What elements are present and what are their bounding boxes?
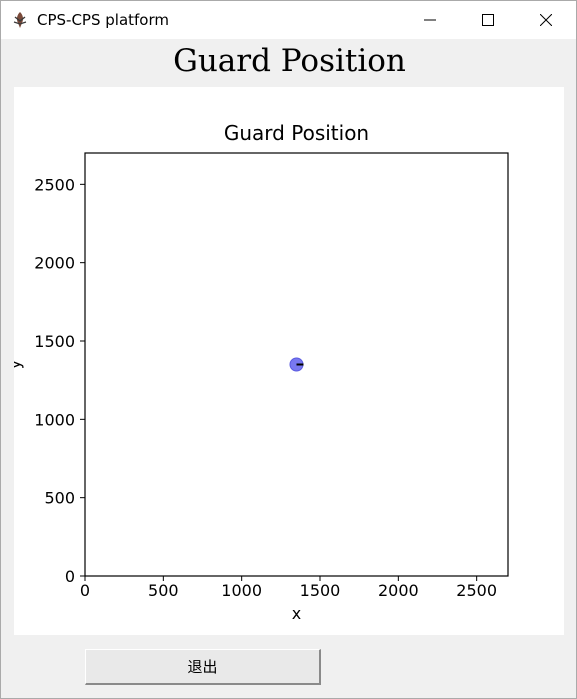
close-icon bbox=[540, 14, 552, 26]
y-tick-label: 2500 bbox=[34, 175, 75, 194]
y-tick-label: 1500 bbox=[34, 332, 75, 351]
y-tick-label: 500 bbox=[44, 489, 75, 508]
x-axis-label: x bbox=[292, 604, 301, 623]
maximize-button[interactable] bbox=[459, 1, 517, 39]
y-tick-label: 2000 bbox=[34, 254, 75, 273]
minimize-icon bbox=[424, 19, 436, 21]
window-title: CPS-CPS platform bbox=[37, 11, 169, 29]
y-tick-label: 1000 bbox=[34, 410, 75, 429]
maximize-icon bbox=[482, 14, 494, 26]
x-tick-label: 500 bbox=[148, 581, 179, 600]
x-tick-label: 1500 bbox=[300, 581, 341, 600]
y-axis-label: y bbox=[14, 360, 24, 369]
plot-canvas: Guard Position 0 500 1000 1500 2000 2500 0 500 10… bbox=[5, 87, 564, 635]
guard-position-chart: Guard Position 0 500 1000 1500 2000 2500 0 500 10… bbox=[5, 121, 509, 623]
x-tick-label: 0 bbox=[80, 581, 90, 600]
x-tick-label: 1000 bbox=[221, 581, 262, 600]
page-title: Guard Position bbox=[173, 43, 406, 79]
x-tick-label: 2500 bbox=[456, 581, 497, 600]
axes-frame bbox=[84, 152, 509, 577]
y-tick-label: 0 bbox=[65, 567, 75, 586]
minimize-button[interactable] bbox=[401, 1, 459, 39]
close-button[interactable] bbox=[517, 1, 575, 39]
chart-title: Guard Position bbox=[224, 121, 369, 145]
x-tick-label: 2000 bbox=[378, 581, 419, 600]
feather-quill-icon bbox=[13, 12, 27, 28]
exit-button[interactable]: 退出 bbox=[85, 649, 321, 685]
title-bar[interactable]: CPS-CPS platform bbox=[1, 1, 576, 39]
